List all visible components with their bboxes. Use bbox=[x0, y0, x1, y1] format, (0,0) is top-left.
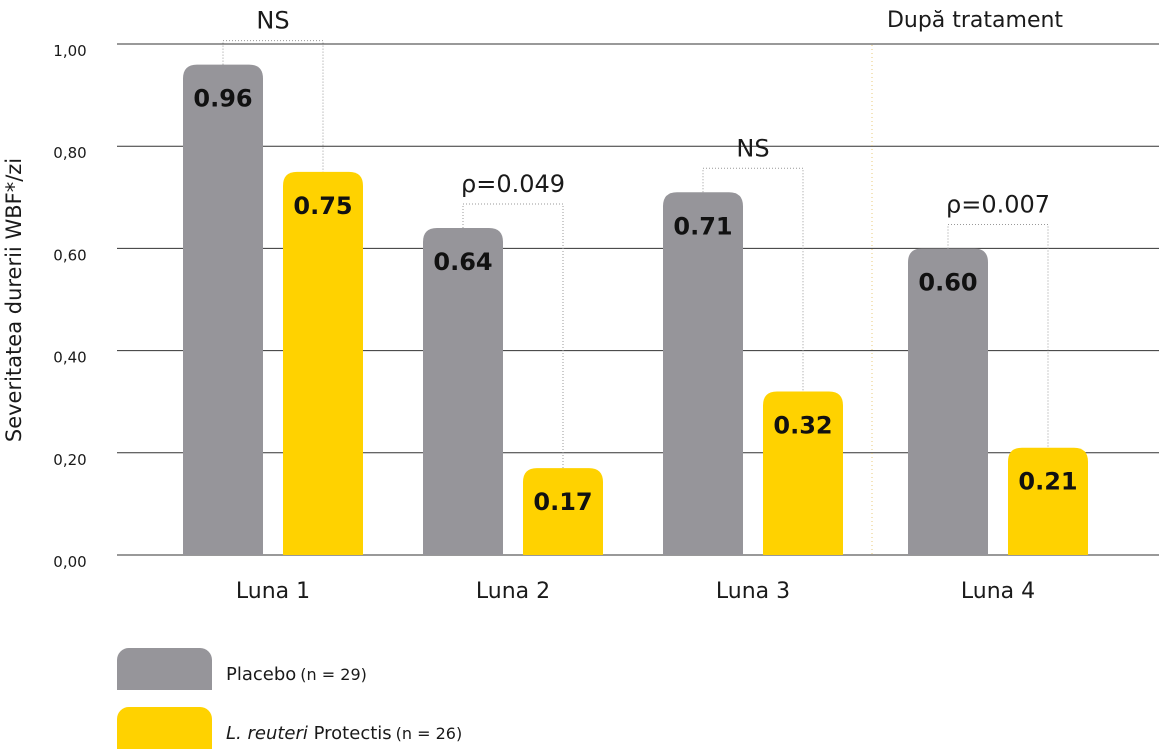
bar bbox=[908, 248, 988, 555]
bar bbox=[183, 64, 263, 555]
legend-series-n: (n = 29) bbox=[300, 665, 367, 684]
bar bbox=[423, 228, 503, 556]
bar-value-label: 0.32 bbox=[773, 412, 832, 440]
y-axis-ticks: 1,00 0,80 0,60 0,40 0,20 0,00 bbox=[53, 42, 86, 571]
x-axis-categories: Luna 1 Luna 2 Luna 3 Luna 4 bbox=[236, 579, 1035, 604]
bar-value-label: 0.71 bbox=[673, 212, 732, 240]
bar-value-label: 0.21 bbox=[1018, 468, 1077, 496]
y-tick-label: 0,80 bbox=[53, 144, 86, 162]
legend-item-placebo: Placebo (n = 29) bbox=[117, 648, 677, 690]
bar-value-label: 0.64 bbox=[433, 248, 492, 276]
y-tick-label: 0,60 bbox=[53, 246, 86, 264]
y-axis-title: Severitatea durerii WBF*/zi bbox=[2, 157, 26, 443]
gridlines bbox=[117, 43, 1159, 556]
y-tick-label: 0,40 bbox=[53, 349, 86, 367]
significance-bracket bbox=[462, 203, 564, 469]
bar-value-label: 0.17 bbox=[533, 488, 592, 516]
bars bbox=[183, 64, 1088, 556]
legend-label-reuteri: L. reuteri Protectis (n = 26) bbox=[226, 723, 462, 744]
x-category-label: Luna 1 bbox=[236, 579, 310, 604]
y-tick-label: 1,00 bbox=[53, 42, 86, 60]
legend-label-placebo: Placebo (n = 29) bbox=[226, 664, 367, 685]
bar-value-labels: 0.96 0.64 0.71 0.60 0.75 0.17 0.32 0.21 bbox=[193, 85, 1077, 517]
bar bbox=[283, 171, 363, 555]
bar bbox=[663, 192, 743, 556]
legend-item-reuteri: L. reuteri Protectis (n = 26) bbox=[117, 707, 677, 749]
legend-series-species: L. reuteri bbox=[226, 723, 308, 744]
bar-value-label: 0.60 bbox=[918, 268, 977, 296]
bar bbox=[1008, 447, 1088, 555]
significance-bracket bbox=[947, 223, 1049, 448]
significance-brackets: NS ρ=0.049 NS ρ=0.007 bbox=[222, 7, 1050, 469]
legend-swatch-placebo bbox=[117, 648, 212, 690]
legend-series-name: Placebo bbox=[226, 664, 297, 685]
period-label: După tratament bbox=[887, 8, 1063, 33]
legend-series-n: (n = 26) bbox=[395, 724, 463, 743]
bar bbox=[763, 391, 843, 555]
x-category-label: Luna 3 bbox=[716, 579, 790, 604]
significance-bracket bbox=[222, 40, 324, 172]
x-category-label: Luna 4 bbox=[961, 579, 1035, 604]
x-category-label: Luna 2 bbox=[476, 579, 550, 604]
significance-label: NS bbox=[736, 134, 769, 162]
bar-value-label: 0.75 bbox=[293, 192, 352, 220]
significance-label: ρ=0.049 bbox=[461, 170, 565, 198]
legend-series-strain: Protectis bbox=[313, 723, 392, 744]
bar bbox=[523, 468, 603, 555]
significance-label: ρ=0.007 bbox=[946, 190, 1050, 218]
y-tick-label: 0,00 bbox=[53, 553, 86, 571]
significance-label: NS bbox=[256, 7, 289, 35]
y-tick-label: 0,20 bbox=[53, 451, 86, 469]
legend-swatch-reuteri bbox=[117, 707, 212, 749]
bar-value-label: 0.96 bbox=[193, 85, 252, 113]
